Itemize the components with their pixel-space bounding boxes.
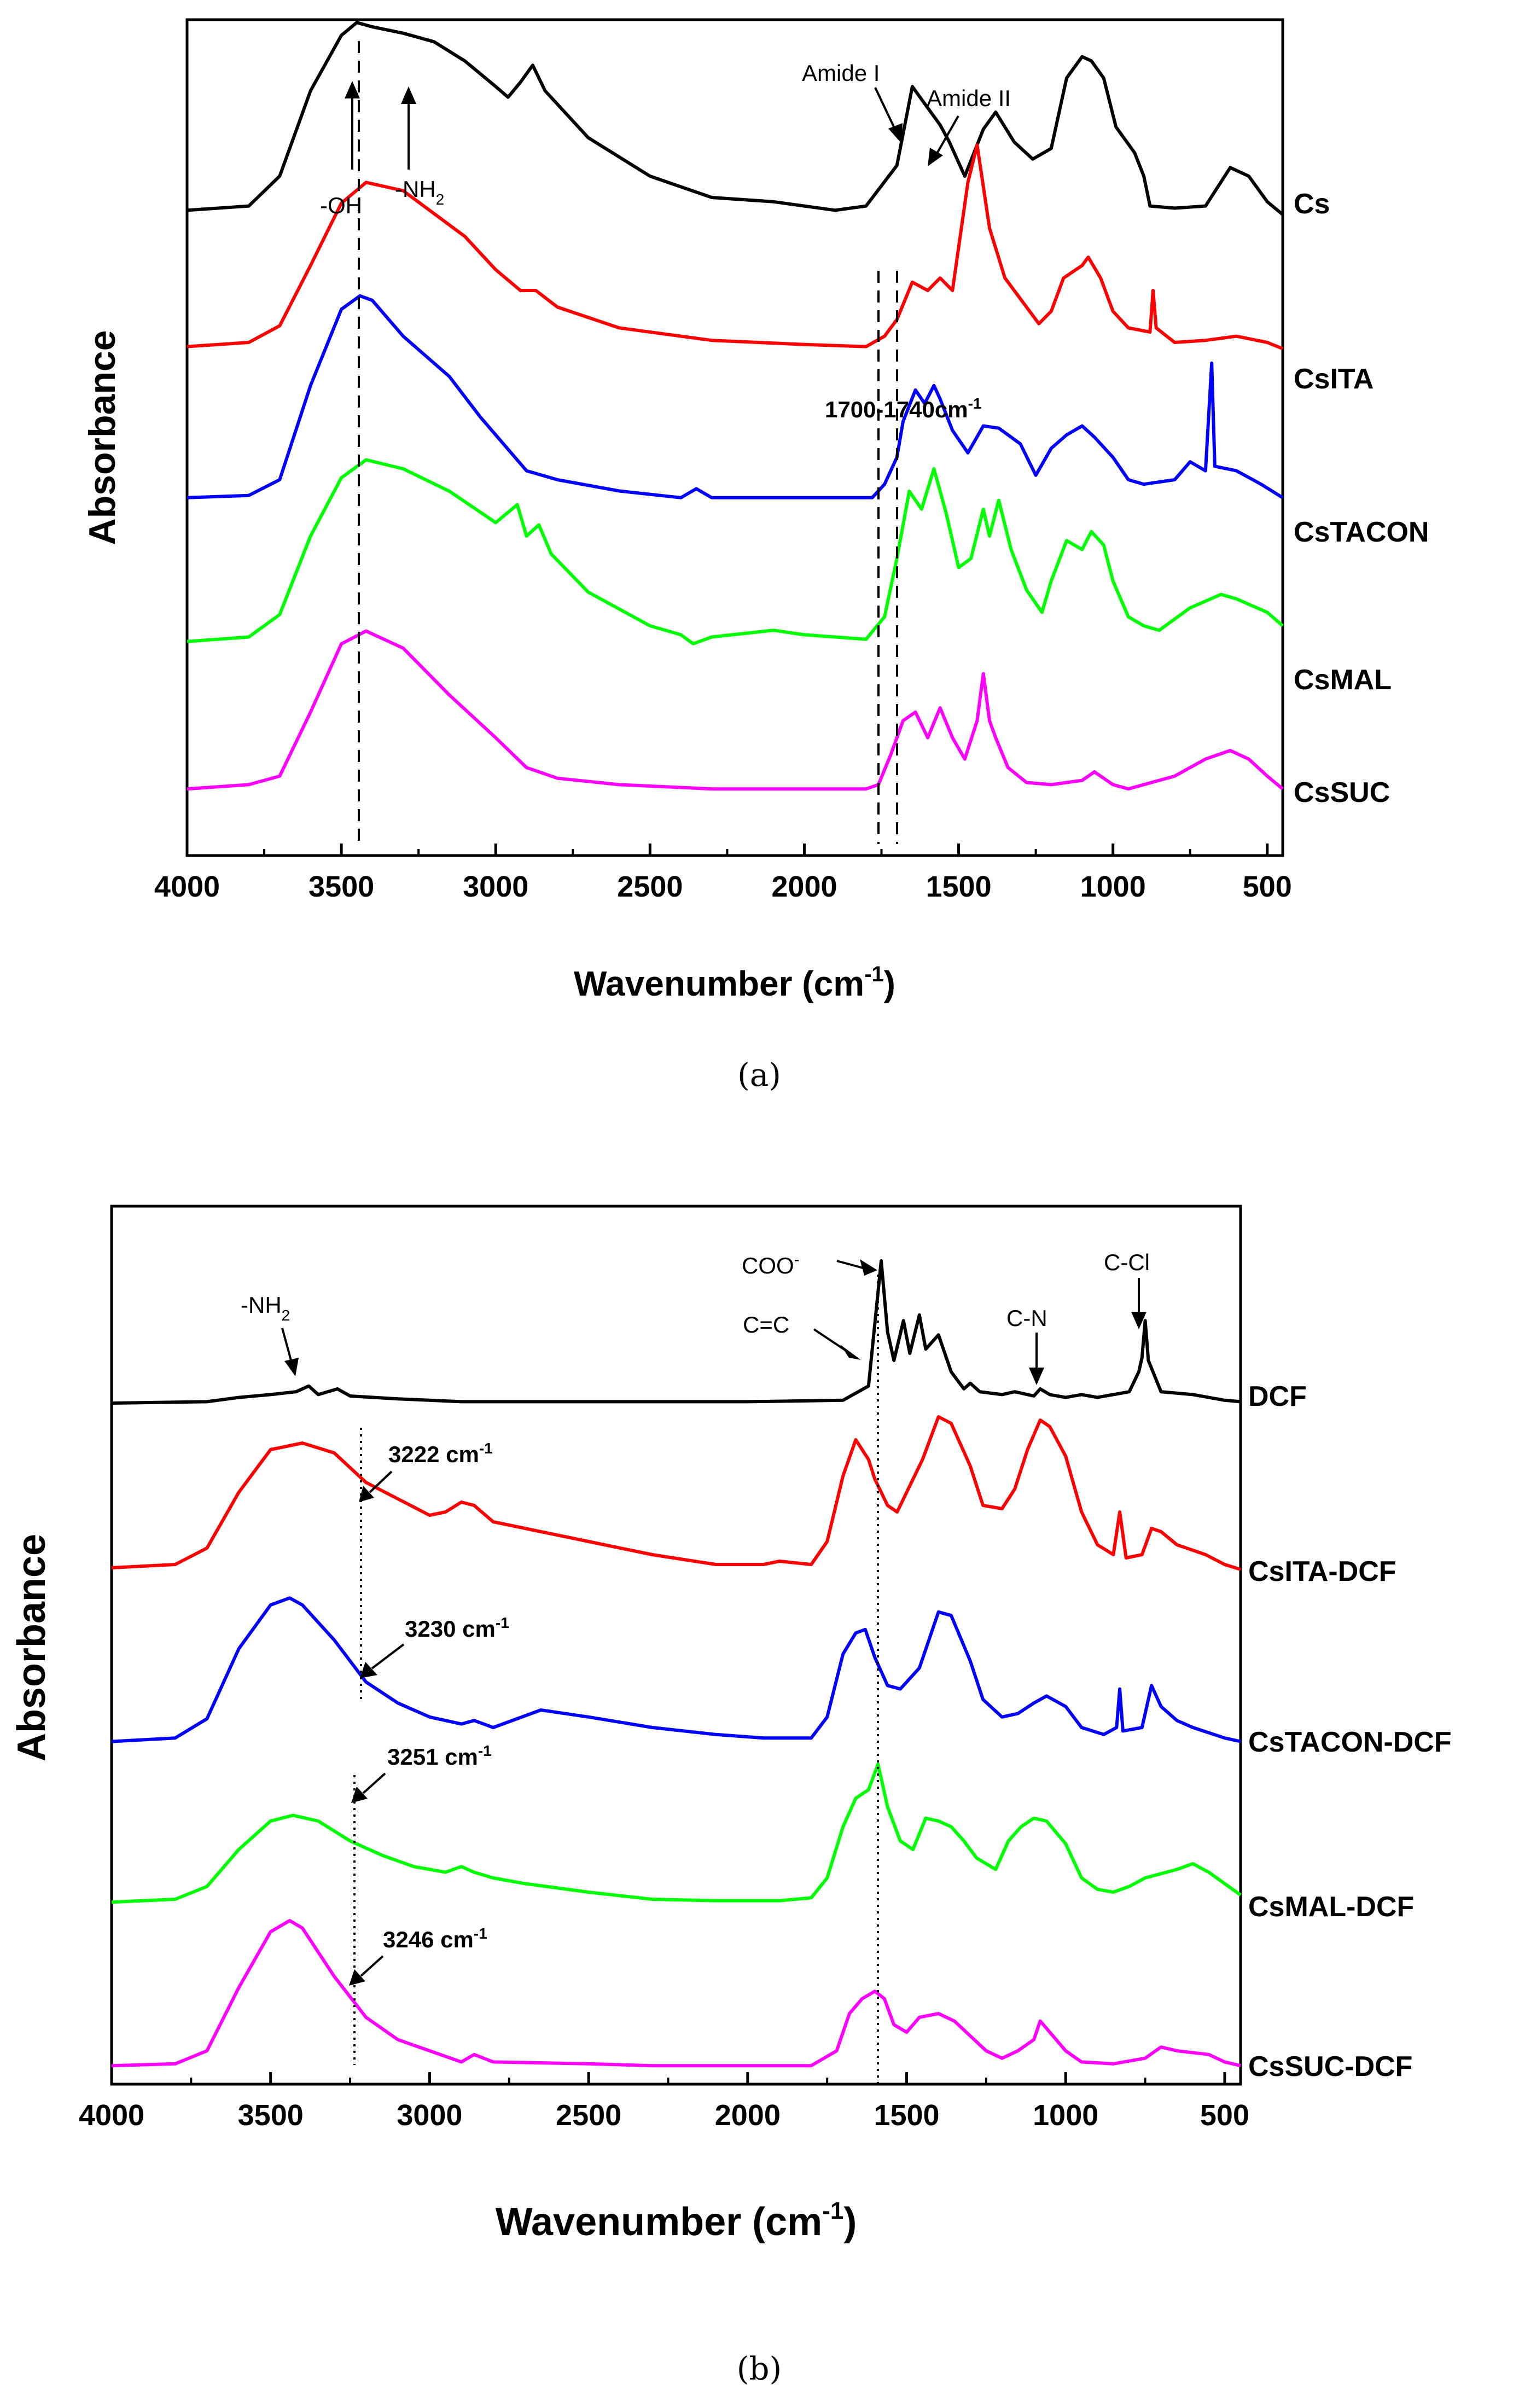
series-label-cstacon-dcf: CsTACON-DCF [1248, 1726, 1452, 1758]
series-line-dcf [111, 1259, 1241, 1405]
annotation-amide-i: Amide I [802, 60, 880, 86]
x-tick-label-3500: 3500 [238, 2099, 304, 2132]
c-c-arrowhead [840, 1345, 861, 1360]
panel-b-caption: (b) [737, 2350, 782, 2387]
panel-a-frame [185, 18, 1284, 857]
x-tick-label-3000: 3000 [463, 870, 528, 903]
panel-b: 4000 3500 3000 2500 2000 1500 1000 500 Absorban… [10, 1205, 1452, 2387]
series-label-csita-dcf: CsITA-DCF [1248, 1556, 1396, 1587]
series-line-csmal [187, 458, 1284, 645]
arrowhead-3230 [360, 1662, 377, 1678]
x-tick-label-1500: 1500 [926, 870, 991, 903]
panel-a-plot [187, 21, 1284, 791]
amide-i-arrow [874, 87, 897, 132]
arrowhead-3222 [359, 1486, 374, 1502]
panel-b-ylabel: Absorbance [10, 1534, 54, 1761]
x-tick-label-4000: 4000 [79, 2099, 144, 2132]
arrowhead-3246 [349, 1969, 365, 1986]
series-label-csuc-dcf: CsSUC-DCF [1248, 2051, 1412, 2083]
series-line-cssuc-dcf [111, 1919, 1241, 2068]
x-tick-label-2500: 2500 [556, 2099, 621, 2132]
series-line-cstacon [187, 294, 1284, 499]
amide-i-arrowhead [888, 123, 903, 143]
series-line-cstacon-dcf [111, 1596, 1241, 1743]
series-label-csita: CsITA [1294, 363, 1373, 395]
panel-b-x-ticks: 4000 3500 3000 2500 2000 1500 1000 500 [79, 2072, 1249, 2132]
series-label-csmal: CsMAL [1294, 664, 1392, 696]
series-line-cssuc [187, 629, 1284, 791]
annotation-b-nh2: -NH2 [241, 1292, 290, 1324]
annotation-c-n: C-N [1006, 1305, 1047, 1331]
series-line-csmal-dcf [111, 1763, 1242, 1904]
x-tick-label-500: 500 [1243, 870, 1292, 903]
arrow-3246 [360, 1955, 384, 1977]
x-tick-label-1000: 1000 [1080, 870, 1146, 903]
annotation-nh2: -NH2 [395, 176, 444, 208]
b-nh2-arrow [281, 1328, 293, 1365]
series-label-cs: Cs [1294, 188, 1330, 220]
series-line-cs [187, 21, 1284, 216]
panel-a-x-ticks: 4000 3500 3000 2500 2000 1500 1000 500 [154, 844, 1292, 903]
series-label-csuc: CsSUC [1294, 777, 1390, 809]
panel-a-dashed-lines [358, 41, 898, 844]
panel-b-annotations: -NH2 COO- C=C C-N C-Cl 3222 cm-1 3230 cm… [241, 1249, 1150, 1986]
annotation-3222: 3222 cm-1 [388, 1440, 493, 1467]
b-nh2-arrowhead [284, 1358, 299, 1376]
panel-b-dotted-lines [353, 1275, 879, 2084]
annotation-amide-ii: Amide II [927, 85, 1011, 111]
arrow-3251 [362, 1772, 386, 1794]
x-tick-label-500: 500 [1200, 2099, 1249, 2132]
series-label-dcf: DCF [1248, 1381, 1307, 1412]
nh2-arrowhead [401, 86, 416, 104]
series-label-csmal-dcf: CsMAL-DCF [1248, 1891, 1414, 1923]
panel-a-xlabel: Wavenumber (cm-1) [574, 962, 895, 1003]
amide-ii-arrowhead [928, 148, 943, 166]
annotation-coo: COO- [742, 1250, 800, 1278]
arrow-3222 [369, 1470, 393, 1493]
annotation-oh: -OH [320, 193, 362, 218]
panel-a-caption: (a) [737, 1056, 781, 1094]
panel-b-plot [111, 1259, 1242, 2068]
series-label-cstacon: CsTACON [1294, 516, 1429, 548]
panel-a-ylabel: Absorbance [82, 330, 123, 545]
annotation-3246: 3246 cm-1 [383, 1925, 487, 1952]
panel-a: 4000 3500 3000 2500 2000 1500 1000 500 Absorban… [82, 18, 1429, 1094]
x-tick-label-2000: 2000 [771, 870, 837, 903]
series-line-csita-dcf [111, 1415, 1241, 1571]
x-tick-label-2500: 2500 [617, 870, 683, 903]
x-tick-label-3000: 3000 [397, 2099, 462, 2132]
c-n-arrowhead [1029, 1368, 1044, 1385]
coo-arrowhead [860, 1259, 877, 1276]
annotation-c-c: C=C [743, 1312, 789, 1337]
c-cl-arrowhead [1131, 1312, 1146, 1329]
amide-ii-arrow [935, 115, 959, 155]
panel-b-xlabel: Wavenumber (cm-1) [496, 2197, 857, 2244]
coo-arrow [836, 1260, 864, 1269]
annotation-3251: 3251 cm-1 [387, 1742, 492, 1770]
series-line-csita [187, 143, 1284, 351]
x-tick-label-3500: 3500 [309, 870, 374, 903]
oh-arrowhead [345, 81, 360, 98]
x-tick-label-1000: 1000 [1033, 2099, 1098, 2132]
panel-b-frame [110, 1205, 1242, 2086]
arrowhead-3251 [351, 1787, 368, 1803]
c-c-arrow [813, 1328, 848, 1352]
annotation-c-cl: C-Cl [1104, 1249, 1150, 1275]
annotation-1700-1740: 1700-1740cm-1 [825, 395, 981, 422]
arrow-3230 [371, 1643, 405, 1670]
x-tick-label-2000: 2000 [715, 2099, 781, 2132]
x-tick-label-1500: 1500 [874, 2099, 939, 2132]
annotation-3230: 3230 cm-1 [405, 1614, 509, 1642]
x-tick-label-4000: 4000 [154, 870, 220, 903]
